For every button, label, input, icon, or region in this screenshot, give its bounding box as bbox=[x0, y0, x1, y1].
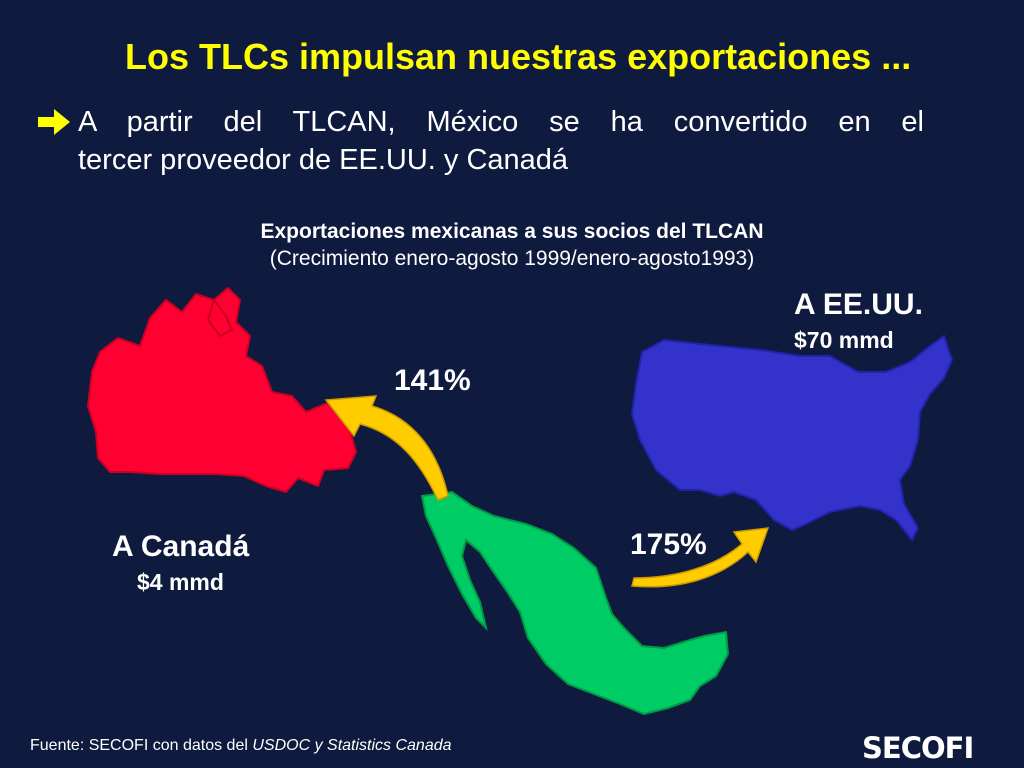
bullet-text-line1: A partir del TLCAN, México se ha convert… bbox=[78, 106, 924, 138]
source-prefix: Fuente: SECOFI con datos del bbox=[30, 737, 253, 754]
mexico-map bbox=[420, 490, 730, 716]
right-arrow-icon bbox=[38, 109, 70, 135]
canada-label: A Canadá bbox=[112, 530, 250, 563]
usa-value: $70 mmd bbox=[794, 327, 894, 353]
arrow-to-usa bbox=[631, 527, 770, 588]
slide-title: Los TLCs impulsan nuestras exportaciones… bbox=[125, 36, 912, 77]
arrow-to-canada bbox=[324, 395, 449, 501]
usa-label: A EE.UU. bbox=[794, 288, 923, 321]
canada-map bbox=[86, 286, 358, 494]
canada-value: $4 mmd bbox=[137, 569, 224, 595]
growth-label-canada: 141% bbox=[394, 364, 471, 397]
bullet-text-line2: tercer proveedor de EE.UU. y Canadá bbox=[78, 144, 569, 176]
source-italic: USDOC y Statistics Canada bbox=[252, 737, 452, 754]
secofi-logo: SECOFI bbox=[862, 731, 974, 765]
chart-title: Exportaciones mexicanas a sus socios del… bbox=[260, 220, 764, 243]
chart-subtitle: (Crecimiento enero-agosto 1999/enero-ago… bbox=[269, 247, 755, 270]
chart-heading: Exportaciones mexicanas a sus socios del… bbox=[160, 218, 864, 272]
source-note: Fuente: SECOFI con datos del USDOC y Sta… bbox=[30, 737, 452, 755]
growth-label-usa: 175% bbox=[630, 528, 707, 561]
usa-map bbox=[630, 334, 954, 542]
